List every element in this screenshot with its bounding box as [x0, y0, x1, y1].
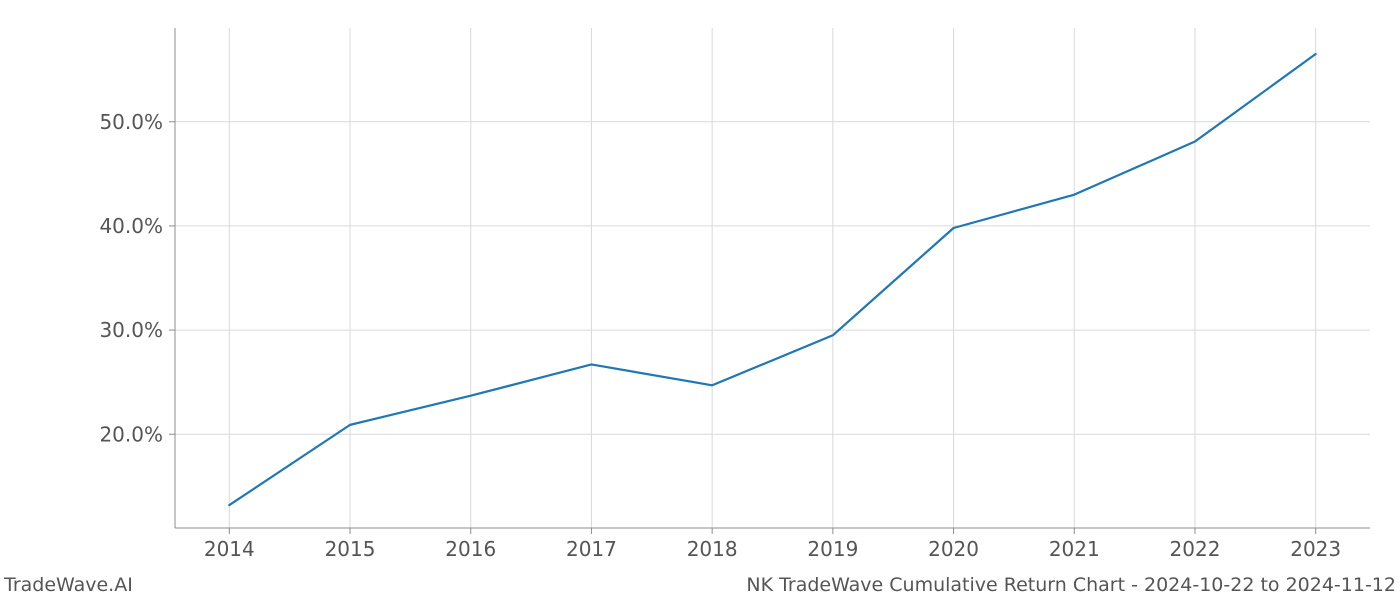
x-tick-label: 2021: [1049, 537, 1100, 561]
footer-right-label: NK TradeWave Cumulative Return Chart - 2…: [746, 574, 1396, 596]
x-tick-label: 2017: [566, 537, 617, 561]
x-tick-label: 2014: [204, 537, 255, 561]
x-tick-label: 2022: [1170, 537, 1221, 561]
y-tick-label: 20.0%: [99, 422, 163, 446]
y-tick-label: 40.0%: [99, 214, 163, 238]
x-tick-label: 2015: [325, 537, 376, 561]
x-tick-label: 2019: [807, 537, 858, 561]
line-chart: 2014 2015 2016 2017 2018 2019 2020 2021 2022 2023…: [0, 0, 1400, 600]
chart-container: 2014 2015 2016 2017 2018 2019 2020 2021 2022 2023…: [0, 0, 1400, 600]
x-tick-label: 2020: [928, 537, 979, 561]
x-tick-label: 2016: [445, 537, 496, 561]
y-tick-label: 50.0%: [99, 110, 163, 134]
x-tick-label: 2018: [687, 537, 738, 561]
x-tick-label: 2023: [1290, 537, 1341, 561]
y-tick-label: 30.0%: [99, 318, 163, 342]
footer-left-label: TradeWave.AI: [4, 574, 133, 596]
